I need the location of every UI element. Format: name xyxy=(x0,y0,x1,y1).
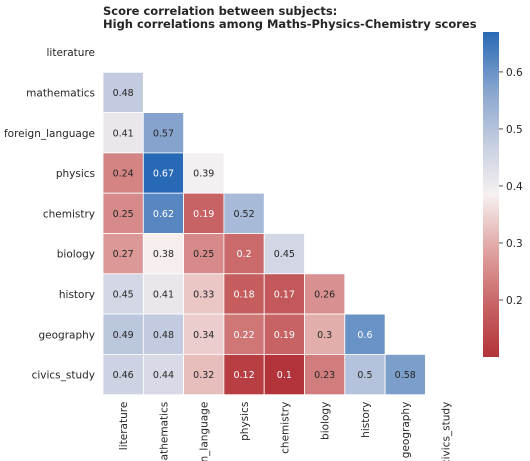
colorbar-tick-label: 0.6 xyxy=(506,67,523,79)
heatmap-cell-geography-history xyxy=(344,313,386,355)
cell-value-label: 0.52 xyxy=(233,209,254,220)
heatmap-cells: 0.48 0.41 0.57 0.24 0.67 0.39 0.25 0.62 0.19 0.52… xyxy=(102,71,426,396)
chart-title-line-1: Score correlation between subjects: xyxy=(103,4,337,18)
heatmap-cell-history-chemistry xyxy=(263,273,305,315)
cell-value-label: 0.39 xyxy=(193,169,214,180)
cell-value-label: 0.22 xyxy=(233,330,254,341)
cell-value-label: 0.6 xyxy=(357,330,372,341)
cell-value-label: 0.45 xyxy=(274,249,295,260)
heatmap-cell-history-physics xyxy=(223,273,265,315)
cell-value-label: 0.57 xyxy=(153,128,174,139)
heatmap-cell-foreign_language-literature xyxy=(102,112,144,154)
cell-value-label: 0.48 xyxy=(113,88,134,99)
y-tick-label-mathematics: mathematics xyxy=(26,87,95,99)
y-tick-label-chemistry: chemistry xyxy=(43,208,95,220)
x-tick-label-biology: biology xyxy=(320,402,332,440)
x-tick-label-physics: physics xyxy=(239,402,251,441)
cell-value-label: 0.58 xyxy=(395,370,416,381)
heatmap-cell-civics_study-geography xyxy=(384,353,426,396)
cell-value-label: 0.2 xyxy=(236,249,251,260)
y-tick-label-geography: geography xyxy=(39,329,96,341)
cell-value-label: 0.34 xyxy=(193,330,214,341)
cell-value-label: 0.5 xyxy=(357,370,372,381)
cell-value-label: 0.45 xyxy=(113,289,134,300)
cell-value-label: 0.17 xyxy=(274,289,295,300)
cell-value-label: 0.48 xyxy=(153,330,174,341)
y-tick-label-foreign_language: foreign_language xyxy=(4,128,95,140)
cell-value-label: 0.27 xyxy=(113,249,134,260)
heatmap-cell-history-mathematics xyxy=(142,273,185,315)
cell-value-label: 0.26 xyxy=(314,289,335,300)
heatmap-cell-biology-physics xyxy=(223,233,265,275)
x-tick-label-chemistry: chemistry xyxy=(279,402,291,454)
y-tick-label-history: history xyxy=(59,289,95,301)
cell-value-label: 0.33 xyxy=(193,289,214,300)
cell-value-label: 0.3 xyxy=(317,330,332,341)
cell-value-label: 0.12 xyxy=(233,370,254,381)
cell-value-label: 0.67 xyxy=(153,169,174,180)
cell-value-label: 0.19 xyxy=(193,209,214,220)
heatmap-cell-history-biology xyxy=(304,273,346,315)
cell-value-label: 0.25 xyxy=(193,249,214,260)
cell-value-label: 0.46 xyxy=(113,370,134,381)
chart-title-line-2: High correlations among Maths-Physics-Ch… xyxy=(103,17,477,31)
heatmap-cell-geography-literature xyxy=(102,313,144,355)
heatmap-cell-mathematics-literature xyxy=(102,71,144,114)
heatmap-cell-civics_study-biology xyxy=(304,353,346,396)
y-axis-tick-labels: literature mathematics foreign_languagephy… xyxy=(4,47,95,381)
x-tick-label-geography: geography xyxy=(400,402,412,459)
cell-value-label: 0.38 xyxy=(153,249,174,260)
heatmap-cell-geography-biology xyxy=(304,313,346,355)
heatmap-cell-biology-mathematics xyxy=(142,233,185,275)
y-tick-label-physics: physics xyxy=(56,168,95,180)
cell-value-label: 0.49 xyxy=(113,330,134,341)
colorbar-tick-label: 0.5 xyxy=(506,124,523,136)
heatmap-cell-chemistry-mathematics xyxy=(142,192,185,234)
cell-value-label: 0.25 xyxy=(113,209,134,220)
colorbar-tick-label: 0.3 xyxy=(506,238,523,250)
heatmap-cell-physics-foreign_language xyxy=(183,152,225,194)
y-tick-label-literature: literature xyxy=(47,47,95,59)
cell-value-label: 0.62 xyxy=(153,209,174,220)
cell-value-label: 0.19 xyxy=(274,330,295,341)
heatmap-cell-chemistry-physics xyxy=(223,192,265,234)
cell-value-label: 0.1 xyxy=(277,370,292,381)
cell-value-label: 0.32 xyxy=(193,370,214,381)
chart-title: Score correlation between subjects: High… xyxy=(103,4,477,31)
heatmap-cell-history-foreign_language xyxy=(183,273,225,315)
x-tick-label-foreign_language: foreign_language xyxy=(199,402,211,461)
cell-value-label: 0.41 xyxy=(113,128,134,139)
cell-value-label: 0.23 xyxy=(314,370,335,381)
heatmap-cell-history-literature xyxy=(102,273,144,315)
colorbar-tick-label: 0.4 xyxy=(506,181,523,193)
cell-value-label: 0.24 xyxy=(113,169,134,180)
heatmap-cell-foreign_language-mathematics xyxy=(142,112,185,154)
colorbar-tick-label: 0.2 xyxy=(506,295,523,307)
y-tick-label-civics_study: civics_study xyxy=(32,370,95,382)
heatmap-cell-civics_study-literature xyxy=(102,353,144,396)
heatmap-cell-geography-mathematics xyxy=(142,313,185,355)
cell-value-label: 0.41 xyxy=(153,289,174,300)
colorbar-gradient xyxy=(483,32,499,357)
x-tick-label-mathematics: mathematics xyxy=(158,402,170,461)
cell-value-label: 0.44 xyxy=(153,370,174,381)
heatmap-cell-civics_study-foreign_language xyxy=(183,353,225,396)
x-tick-label-history: history xyxy=(360,402,372,438)
colorbar: 0.2 0.3 0.4 0.5 0.6 xyxy=(483,32,523,357)
x-tick-label-civics_study: civics_study xyxy=(441,402,453,461)
heatmap-cell-civics_study-history xyxy=(344,353,386,396)
x-axis-tick-labels: literature mathematics foreign_language phy… xyxy=(118,402,452,461)
cell-value-label: 0.18 xyxy=(233,289,254,300)
y-tick-label-biology: biology xyxy=(57,249,95,261)
x-tick-label-literature: literature xyxy=(118,402,130,450)
